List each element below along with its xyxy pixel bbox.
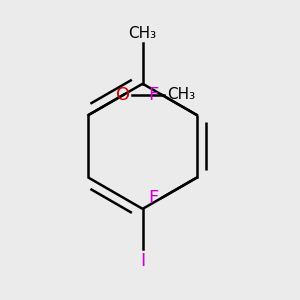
Text: I: I	[140, 252, 145, 270]
Text: O: O	[116, 86, 130, 104]
Text: CH₃: CH₃	[129, 26, 157, 41]
Text: F: F	[148, 86, 159, 104]
Text: CH₃: CH₃	[167, 87, 195, 102]
Text: F: F	[148, 189, 159, 207]
